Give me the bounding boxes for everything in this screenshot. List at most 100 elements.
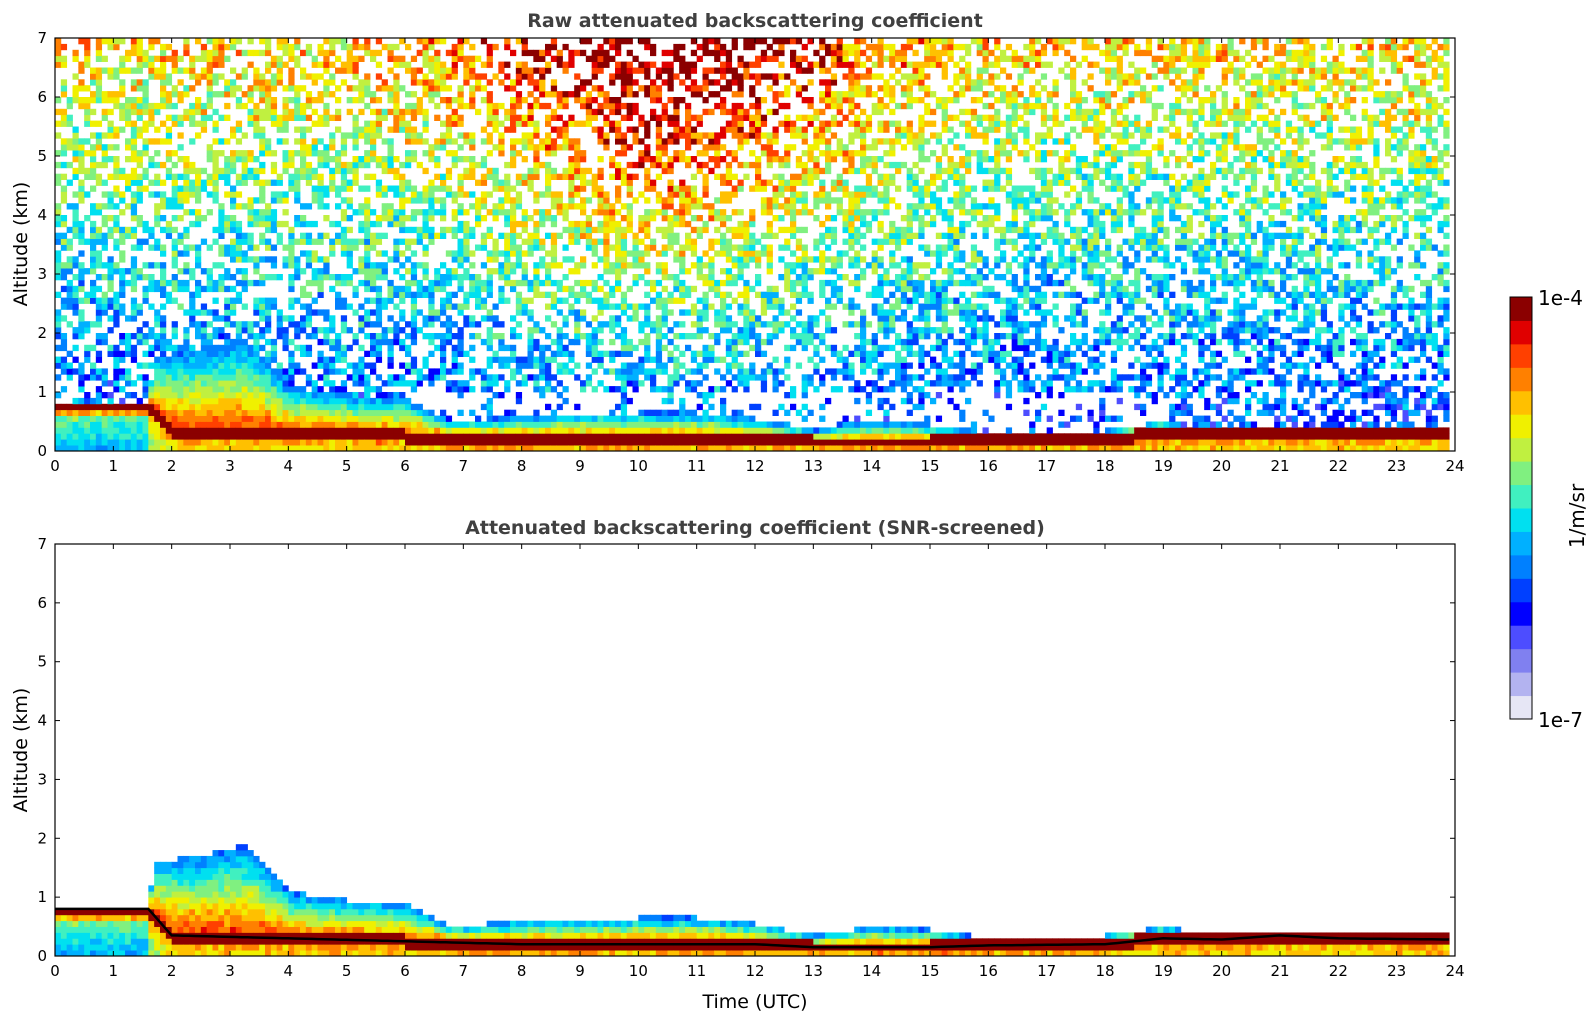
heatmap-cell [661, 161, 668, 169]
heatmap-cell [574, 297, 581, 304]
heatmap-cell [580, 333, 587, 340]
heatmap-cell [463, 321, 470, 328]
heatmap-cell [364, 203, 371, 210]
heatmap-cell [305, 220, 313, 228]
heatmap-cell [685, 380, 692, 387]
heatmap-cell [381, 274, 388, 281]
heatmap-cell [125, 380, 132, 387]
heatmap-cell [475, 108, 482, 116]
heatmap-cell [574, 156, 581, 163]
heatmap-cell [218, 91, 225, 98]
heatmap-cell [673, 380, 680, 387]
heatmap-cell [445, 291, 453, 298]
heatmap-cell [60, 79, 68, 86]
heatmap-cell [533, 150, 540, 157]
heatmap-cell [679, 291, 686, 298]
heatmap-cell [405, 61, 412, 68]
heatmap-cell [609, 409, 616, 416]
heatmap-cell [527, 114, 534, 121]
heatmap-cell [504, 197, 511, 204]
heatmap-cell [410, 421, 418, 428]
heatmap-cell [469, 262, 476, 269]
heatmap-cell [55, 356, 62, 363]
heatmap-cell [428, 380, 435, 387]
heatmap-cell [556, 132, 563, 139]
heatmap-cell [434, 333, 441, 340]
heatmap-cell [294, 215, 301, 222]
heatmap-cell [241, 344, 248, 352]
heatmap-cell [177, 344, 184, 352]
heatmap-cell [410, 114, 418, 121]
heatmap-cell [142, 167, 149, 175]
heatmap-cell [667, 421, 674, 428]
heatmap-cell [335, 433, 342, 440]
heatmap-cell [457, 191, 464, 198]
heatmap-cell [346, 415, 353, 422]
heatmap-cell [574, 203, 581, 210]
heatmap-cell [725, 439, 733, 446]
heatmap-cell [235, 38, 243, 45]
heatmap-cell [305, 150, 313, 157]
heatmap-cell [661, 150, 668, 157]
heatmap-cell [95, 256, 103, 263]
heatmap-cell [340, 392, 348, 399]
heatmap-cell [440, 67, 447, 74]
heatmap-cell [580, 179, 587, 186]
heatmap-cell [165, 415, 173, 422]
heatmap-cell [422, 232, 429, 239]
heatmap-cell [294, 61, 301, 68]
heatmap-cell [615, 185, 622, 192]
heatmap-cell [300, 173, 307, 180]
heatmap-cell [183, 262, 190, 269]
heatmap-cell [486, 327, 493, 334]
heatmap-cell [130, 274, 138, 281]
heatmap-cell [568, 144, 575, 151]
heatmap-cell [690, 244, 698, 251]
heatmap-cell [218, 55, 225, 62]
heatmap-cell [195, 362, 202, 369]
heatmap-cell [498, 268, 505, 275]
heatmap-cell [125, 203, 132, 210]
heatmap-cell [574, 333, 581, 340]
heatmap-cell [72, 220, 79, 228]
heatmap-cell [230, 386, 237, 393]
heatmap-cell [60, 409, 68, 416]
heatmap-cell [346, 427, 353, 434]
heatmap-cell [387, 144, 394, 151]
heatmap-cell [346, 49, 353, 57]
heatmap-cell [515, 250, 523, 257]
heatmap-cell [615, 350, 622, 357]
heatmap-cell [673, 126, 680, 133]
heatmap-cell [305, 114, 313, 121]
heatmap-cell [340, 303, 348, 310]
heatmap-cell [107, 297, 114, 304]
heatmap-cell [702, 297, 709, 304]
heatmap-cell [632, 433, 639, 440]
heatmap-cell [200, 415, 208, 422]
heatmap-cell [136, 421, 143, 428]
heatmap-cell [189, 55, 196, 62]
heatmap-cell [690, 250, 698, 257]
heatmap-cell [597, 226, 604, 234]
heatmap-cell [381, 250, 388, 257]
heatmap-cell [165, 197, 173, 204]
heatmap-cell [387, 297, 394, 304]
heatmap-cell [253, 215, 260, 222]
heatmap-cell [259, 150, 266, 157]
heatmap-cell [422, 268, 429, 275]
heatmap-cell [370, 344, 377, 352]
heatmap-cell [737, 350, 744, 357]
heatmap-cell [545, 61, 552, 68]
heatmap-cell [230, 185, 237, 192]
heatmap-cell [690, 356, 698, 363]
heatmap-cell [189, 297, 196, 304]
heatmap-cell [510, 203, 517, 210]
heatmap-cell [276, 374, 283, 381]
heatmap-cell [510, 156, 517, 163]
heatmap-cell [457, 439, 464, 446]
heatmap-cell [212, 409, 219, 416]
heatmap-cell [265, 350, 272, 357]
heatmap-cell [480, 445, 488, 451]
heatmap-cell [626, 338, 633, 346]
heatmap-cell [644, 61, 651, 68]
